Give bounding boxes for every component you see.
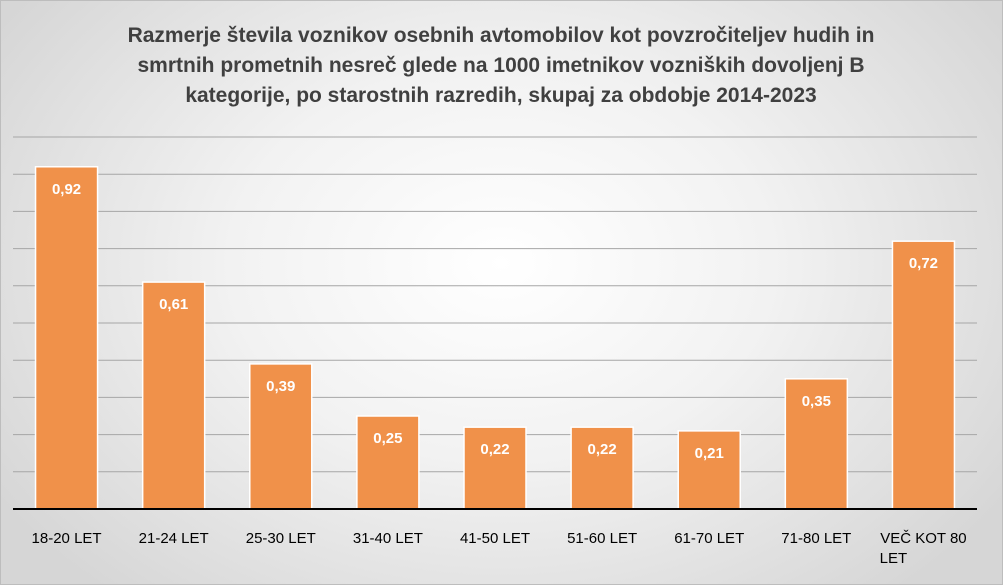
data-label: 0,61: [159, 296, 188, 313]
category-label: 21-24 LET: [139, 530, 209, 547]
data-label: 0,39: [266, 378, 295, 395]
bar: [891, 240, 956, 510]
category-label: 31-40 LET: [353, 530, 423, 547]
bar: [34, 166, 99, 510]
bar: [356, 415, 420, 510]
category-label: 18-20 LET: [32, 530, 102, 547]
category-label: 25-30 LET: [246, 530, 316, 547]
category-labels: 18-20 LET 21-24 LET 25-30 LET 31-40 LET 41-5…: [32, 530, 967, 567]
data-label: 0,35: [802, 393, 831, 410]
data-labels: 0,92 0,61 0,39 0,25 0,22 0,22 0,21 0,35 0,72: [52, 181, 938, 462]
category-label: 71-80 LET: [781, 530, 851, 547]
data-label: 0,21: [695, 445, 724, 462]
data-label: 0,22: [480, 441, 509, 458]
chart-title: Razmerje števila voznikov osebnih avtomo…: [127, 24, 875, 107]
category-label: 51-60 LET: [567, 530, 637, 547]
data-label: 0,92: [52, 181, 81, 198]
data-label: 0,22: [588, 441, 617, 458]
bar: [463, 426, 527, 510]
bar: [570, 426, 634, 510]
bar: [784, 378, 849, 510]
category-label: 61-70 LET: [674, 530, 744, 547]
bar: [141, 281, 206, 510]
category-label: 41-50 LET: [460, 530, 530, 547]
data-label: 0,25: [373, 430, 402, 447]
data-label: 0,72: [909, 255, 938, 272]
category-label: VEČ KOT 80 LET: [880, 530, 967, 567]
bar: [249, 363, 313, 510]
bar: [677, 430, 741, 510]
bars: [34, 166, 956, 510]
